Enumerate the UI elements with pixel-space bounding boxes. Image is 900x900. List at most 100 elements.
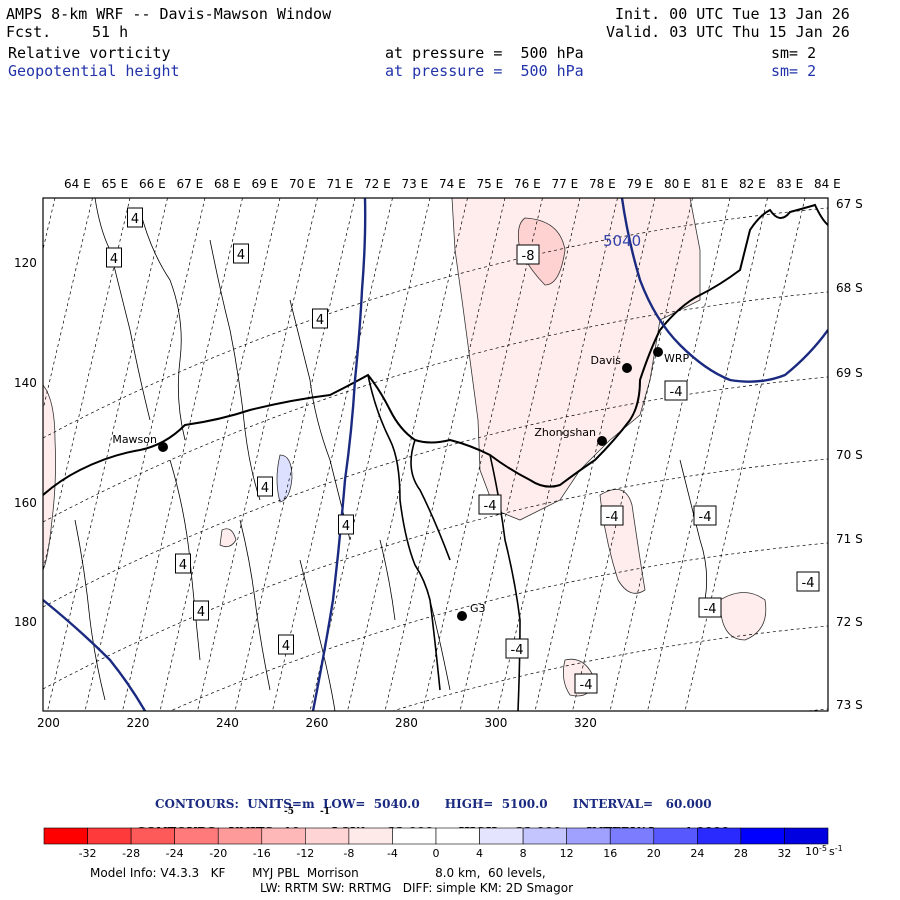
negative-vorticity-area [599,488,646,594]
longitude-label: 68 E [214,177,241,191]
station-marker [653,347,663,357]
x-grid-labels: 200 220 240 260 280 300 320 [37,716,597,730]
vorticity-unit-exponent: -5 [284,807,294,817]
x-tick-label: 300 [485,716,508,730]
negative-vorticity-area [43,384,56,571]
latitude-label: 71 S [836,532,863,546]
map-panel: 64 E 65 E 66 E 67 E 68 E 69 E 70 E 71 E 72 E 73 E… [14,177,863,730]
color-bar-ticks: -32 -28 -24 -20 -16 -12 -8 -4 0 4 8 12 16 20 24 28 32 [79,847,792,860]
longitude-label: 80 E [664,177,691,191]
color-bar-segment [261,827,306,845]
color-bar-segment [784,827,829,845]
latitude-label: 67 S [836,197,863,211]
longitude-label: 79 E [627,177,654,191]
model-info-line2: LW: RRTM SW: RRTMG DIFF: simple KM: 2D S… [260,881,574,895]
field1-smoothing: sm= 2 [771,44,817,62]
height-contour-label: 5040 [603,232,641,250]
color-bar-segment [87,827,132,845]
color-bar-tick: -20 [209,847,227,860]
meridian-line [459,198,581,711]
vorticity-label-box [257,476,273,497]
station-marker [622,363,632,373]
vorticity-label: -4 [484,499,497,514]
latitude-label: 68 S [836,281,863,295]
meridian-line [609,198,731,711]
meridian-line [347,198,468,711]
station-label: G3 [470,602,486,615]
height-contour-info: CONTOURS: UNITS=m LOW= 5040.0 HIGH= 5100… [155,797,712,811]
longitude-label: 84 E [814,177,841,191]
height-contour [620,198,828,383]
longitude-label: 73 E [402,177,429,191]
parallel-line [804,708,828,711]
y-tick-label: 120 [14,256,37,270]
meridian-line [309,198,431,711]
map-title: AMPS 8-km WRF -- Davis-Mawson Window [6,5,332,23]
color-bar-segment [609,827,655,845]
init-time: Init. 00 UTC Tue 13 Jan 26 [615,5,850,23]
color-bar-segment [348,827,393,845]
meridian-line [272,198,393,711]
x-tick-label: 320 [574,716,597,730]
vorticity-label: -4 [670,385,683,400]
longitude-label: 83 E [777,177,804,191]
color-bar-tick: -24 [166,847,184,860]
vorticity-label-box [338,514,354,535]
y-grid-labels: 120 140 160 180 [14,256,37,629]
vorticity-label-box [693,505,717,526]
latitude-labels: 67 S 68 S 69 S 70 S 71 S 72 S 73 S [836,197,863,712]
forecast-label: Fcst. [6,23,52,41]
x-tick-label: 200 [37,716,60,730]
color-bar-tick: 0 [433,847,440,860]
color-bar-tick: 4 [476,847,483,860]
parallel-line [43,458,828,690]
vorticity-label-box [193,600,209,621]
vorticity-label-box [278,634,294,655]
vorticity-contours [74,198,708,711]
vorticity-label-box [516,244,540,265]
color-bar-segment [305,827,350,845]
longitude-label: 69 E [252,177,279,191]
vorticity-label: -4 [606,510,619,525]
vorticity-label-box [175,553,191,574]
vorticity-label-box [698,597,722,618]
positive-vorticity-area [276,454,293,503]
field2-name: Geopotential height [8,62,180,80]
vorticity-label: -8 [522,249,535,264]
vorticity-label: -4 [511,643,524,658]
color-bar-segment [43,827,88,845]
vorticity-label: -4 [704,602,717,617]
vorticity-core [517,217,566,286]
color-bar-tick: -8 [343,847,354,860]
longitude-label: 67 E [177,177,204,191]
meridian-line [572,198,693,711]
model-info-line1: Model Info: V4.3.3 KF MYJ PBL Morrison 8… [90,866,546,880]
vorticity-label-box [664,380,688,401]
meridian-line [197,198,318,711]
longitude-label: 64 E [64,177,91,191]
color-bar-tick: -16 [253,847,271,860]
meridian-line [647,198,768,711]
longitude-label: 81 E [702,177,729,191]
longitude-label: 74 E [439,177,466,191]
x-tick-label: 260 [306,716,329,730]
color-bar-segment [130,827,175,845]
x-tick-label: 280 [395,716,418,730]
negative-vorticity-area [219,528,237,548]
stations: Mawson Davis WRP Zhongshan G3 [112,347,690,621]
x-tick-label: 240 [216,716,239,730]
longitude-labels: 64 E 65 E 66 E 67 E 68 E 69 E 70 E 71 E 72 E 73 E… [64,177,841,191]
vorticity-label: 4 [110,252,118,267]
map-frame [42,197,829,712]
meridian-line [122,198,243,711]
x-tick-label: 220 [127,716,150,730]
color-bar-segment [653,827,698,845]
color-bar-segment [435,827,480,845]
negative-vorticity-area [451,198,701,521]
color-bar-unit: 10-5 s-1 [805,844,843,858]
meridian-line [43,198,131,572]
latitude-label: 70 S [836,448,863,462]
vorticity-label: 4 [342,519,350,534]
color-bar-tick: 12 [560,847,574,860]
field2-level: at pressure = 500 hPa [385,62,584,80]
